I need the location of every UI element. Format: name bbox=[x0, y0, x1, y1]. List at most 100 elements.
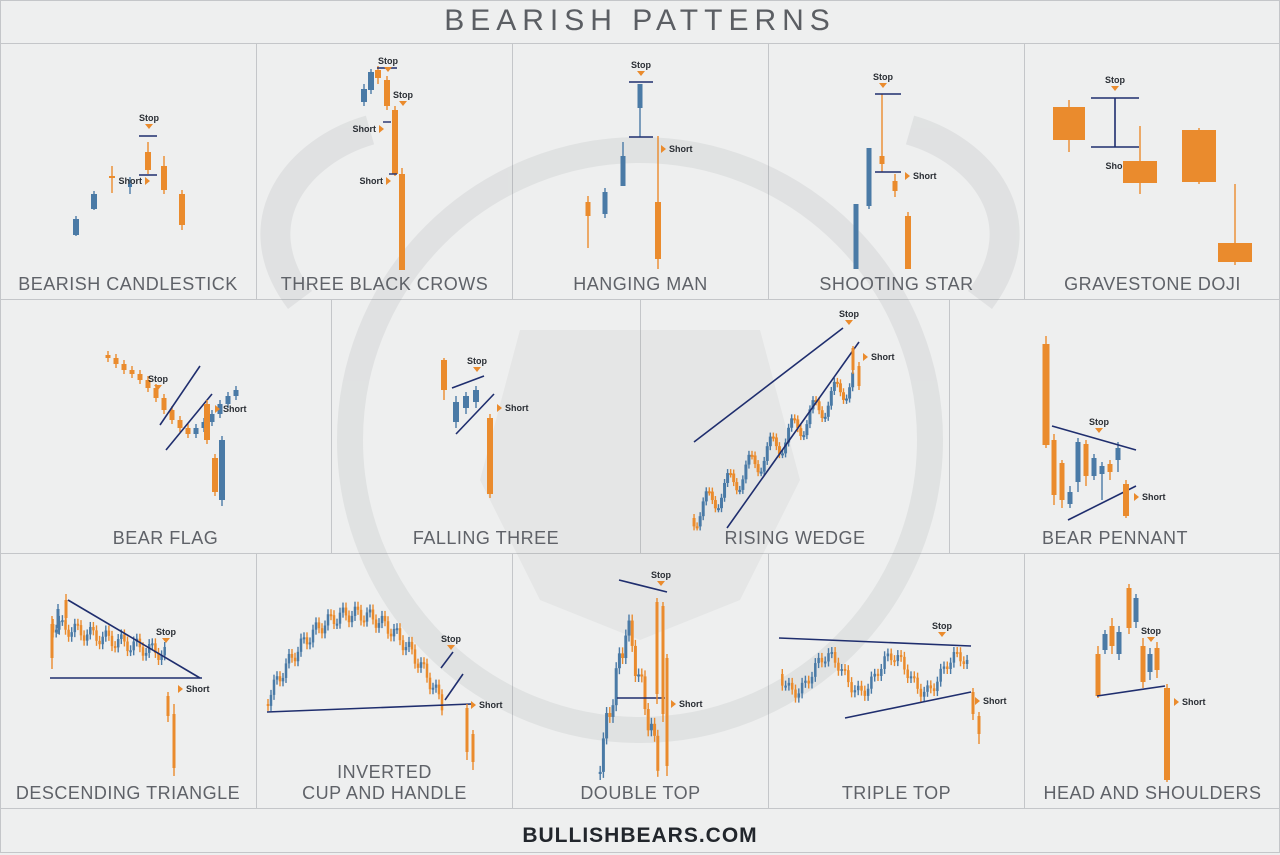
candle-body bbox=[166, 696, 170, 716]
candle-body bbox=[272, 679, 276, 695]
candle-body bbox=[121, 364, 127, 370]
candle-body bbox=[800, 682, 804, 694]
candle-body bbox=[410, 641, 414, 650]
stop-arrow-icon bbox=[637, 71, 645, 76]
trend-line bbox=[1051, 425, 1137, 451]
stop-label: Stop bbox=[1089, 417, 1109, 427]
short-label: Short bbox=[1142, 492, 1166, 502]
candle-body bbox=[817, 657, 820, 664]
candle-body bbox=[848, 387, 852, 399]
panel-head-and-shoulders: Stop Short HEAD AND SHOULDERS bbox=[1025, 554, 1280, 808]
short-label: Short bbox=[1182, 697, 1206, 707]
candle-body bbox=[649, 723, 653, 731]
candle-body bbox=[656, 735, 660, 771]
candle-body bbox=[401, 640, 405, 651]
candle-body bbox=[790, 418, 794, 428]
panel-bear-flag: Stop Short BEAR FLAG bbox=[0, 300, 331, 553]
candle-body bbox=[179, 194, 185, 225]
candle-body bbox=[113, 646, 117, 649]
candle-body bbox=[109, 176, 115, 178]
stop-label: Stop bbox=[1105, 75, 1125, 85]
candle-body bbox=[463, 396, 469, 408]
candle-body bbox=[431, 687, 435, 690]
candle-body bbox=[453, 402, 459, 422]
candle-body bbox=[91, 194, 97, 209]
candle-body bbox=[132, 641, 135, 651]
candle-body bbox=[1133, 598, 1139, 622]
candle-body bbox=[627, 620, 631, 636]
panel-descending-triangle: Stop Short DESCENDING TRIANGLE bbox=[0, 554, 256, 808]
candle-body bbox=[290, 653, 294, 658]
candle-body bbox=[913, 676, 916, 679]
panel-label: DOUBLE TOP bbox=[580, 783, 701, 803]
trend-line bbox=[67, 599, 201, 679]
panel-triple-top: Stop Short TRIPLE TOP bbox=[769, 554, 1024, 808]
candle-body bbox=[266, 704, 270, 706]
candle-body bbox=[853, 204, 859, 269]
candle-body bbox=[54, 629, 58, 633]
candle-body bbox=[851, 348, 855, 370]
candle-body bbox=[753, 455, 757, 465]
trend-line bbox=[451, 375, 485, 389]
candle-body bbox=[860, 685, 863, 691]
short-arrow-icon bbox=[145, 177, 150, 185]
candle-body bbox=[796, 419, 800, 429]
candle-body bbox=[356, 606, 360, 610]
stop-label: Stop bbox=[651, 570, 671, 580]
candle-body bbox=[726, 473, 730, 483]
candle-body bbox=[823, 416, 827, 419]
candle-body bbox=[101, 636, 104, 645]
candle-body bbox=[949, 662, 952, 670]
candle-body bbox=[416, 663, 420, 668]
candle-body bbox=[1154, 648, 1160, 670]
candle-body bbox=[633, 645, 637, 676]
panel-label: BEAR PENNANT bbox=[1041, 528, 1189, 548]
candle-body bbox=[692, 518, 696, 527]
candle-body bbox=[380, 615, 384, 624]
candle-body bbox=[384, 80, 390, 106]
page-title: BEARISH PATTERNS bbox=[444, 4, 836, 37]
candle-body bbox=[329, 614, 333, 617]
stop-label: Stop bbox=[1141, 626, 1161, 636]
candle-body bbox=[863, 690, 867, 696]
candle-body bbox=[350, 615, 354, 623]
stop-label: Stop bbox=[631, 60, 651, 70]
candle-body bbox=[172, 714, 176, 768]
candle-body bbox=[842, 392, 845, 400]
candle-body bbox=[896, 655, 900, 662]
trend-line bbox=[165, 393, 213, 451]
panel-label: HEAD AND SHOULDERS bbox=[1043, 783, 1262, 803]
short-label: Short bbox=[353, 124, 377, 134]
candle-body bbox=[790, 682, 794, 690]
candle-body bbox=[946, 666, 949, 670]
candle-body bbox=[471, 734, 475, 762]
candle-body bbox=[971, 692, 975, 714]
trend-line bbox=[618, 579, 668, 593]
candle-body bbox=[655, 602, 659, 694]
stop-arrow-icon bbox=[879, 83, 887, 88]
candle-body bbox=[614, 668, 618, 706]
candle-body bbox=[797, 693, 801, 698]
candle-body bbox=[299, 638, 303, 652]
candle-body bbox=[1107, 464, 1113, 472]
trend-line bbox=[455, 393, 495, 435]
panel-falling-three: Stop Short FALLING THREE bbox=[332, 300, 640, 553]
candle-body bbox=[383, 615, 387, 622]
candle-body bbox=[837, 662, 840, 671]
panel-label: INVERTED CUP AND HANDLE bbox=[257, 762, 512, 804]
candle-body bbox=[353, 606, 357, 616]
candle-body bbox=[50, 624, 54, 658]
stop-arrow-icon bbox=[154, 385, 162, 390]
candle-body bbox=[630, 620, 634, 646]
candle-body bbox=[853, 690, 857, 693]
panel-bear-pennant: Stop Short BEAR PENNANT bbox=[950, 300, 1280, 553]
candle-body bbox=[398, 628, 402, 641]
short-arrow-icon bbox=[386, 177, 391, 185]
candle-body bbox=[922, 691, 926, 697]
candle-body bbox=[808, 409, 812, 425]
footer-brand: BULLISHBEARS.COM bbox=[522, 824, 758, 847]
candle-body bbox=[116, 639, 120, 648]
candle-body bbox=[906, 669, 909, 679]
candle-body bbox=[926, 685, 929, 692]
candle-body bbox=[332, 615, 336, 625]
